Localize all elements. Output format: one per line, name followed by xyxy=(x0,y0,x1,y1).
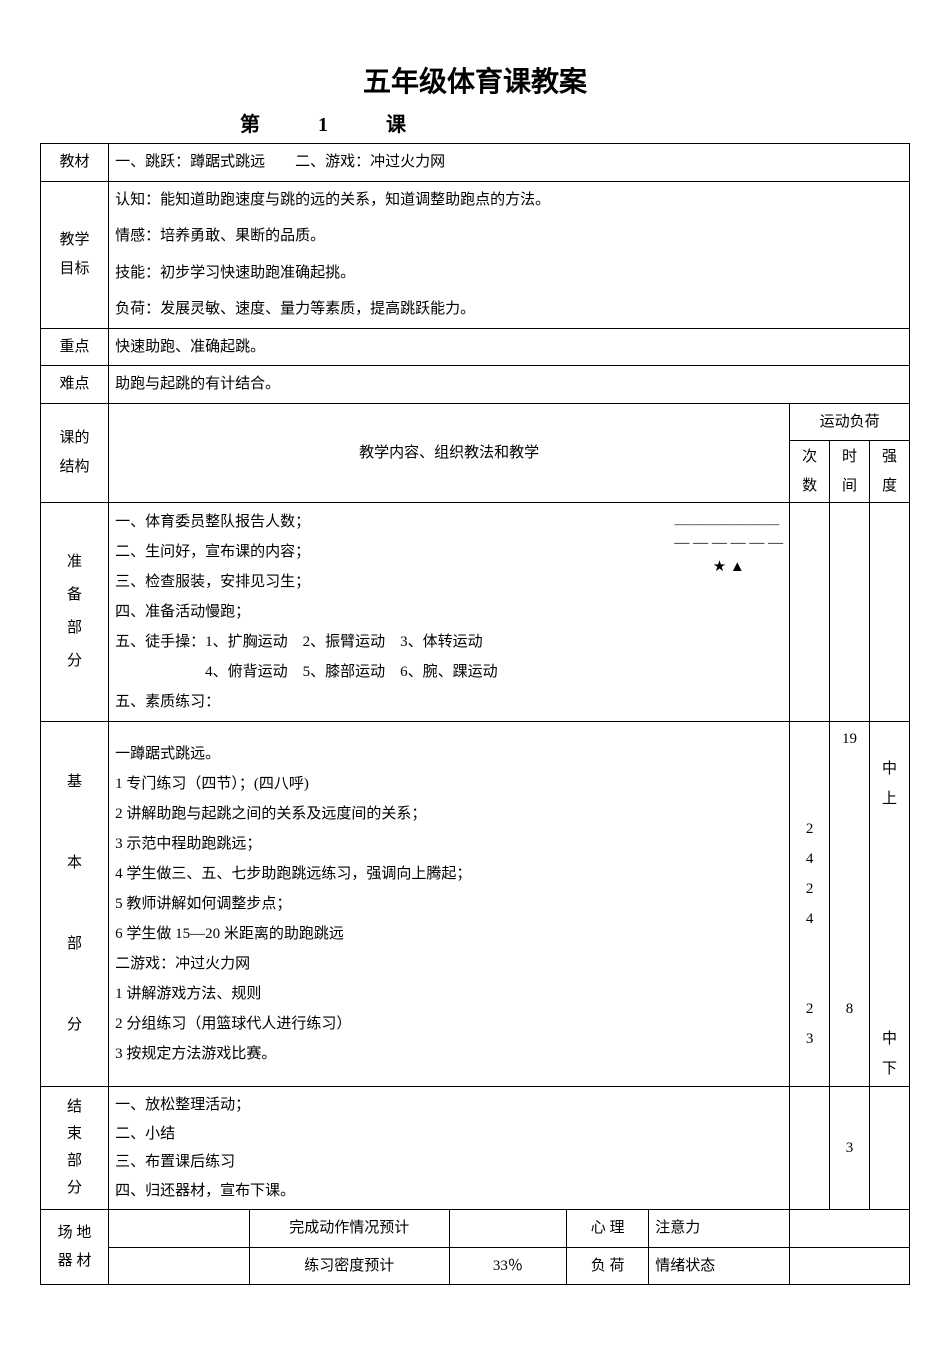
bottom-r2c6 xyxy=(790,1247,910,1285)
subtitle-b: 1 xyxy=(318,114,330,136)
bottom-r1c4: 心 理 xyxy=(567,1210,649,1248)
goal-line4: 负荷：发展灵敏、速度、量力等素质，提高跳跃能力。 xyxy=(109,291,910,328)
main-count: 2 4 2 4 2 3 xyxy=(790,722,830,1087)
difficulty-text: 助跑与起跳的有计结合。 xyxy=(109,366,910,404)
label-structure: 课的 结构 xyxy=(41,403,109,503)
keypoint-text: 快速助跑、准确起跳。 xyxy=(109,328,910,366)
formation-diagram: ＿＿＿＿＿＿＿ — — — — — — ★ ▲ xyxy=(674,507,783,597)
main-content: 一蹲踞式跳远。 1 专门练习（四节）；(四八呼) 2 讲解助跑与起跳之间的关系及… xyxy=(109,722,790,1087)
label-main: 基 本 部 分 xyxy=(41,722,109,1087)
bottom-r1c2: 完成动作情况预计 xyxy=(250,1210,450,1248)
bottom-r1c3 xyxy=(449,1210,566,1248)
material-text: 一、跳跃：蹲踞式跳远 二、游戏：冲过火力网 xyxy=(109,144,910,182)
prep-l5: 五、徒手操：1、扩胸运动 2、振臂运动 3、体转运动 xyxy=(115,627,783,657)
prep-l7: 五、素质练习： xyxy=(115,687,783,717)
diagram-line1: ＿＿＿＿＿＿＿ xyxy=(674,507,783,531)
main-time: 19 8 xyxy=(830,722,870,1087)
bottom-r2c5: 情绪状态 xyxy=(649,1247,790,1285)
lesson-number: 第 1 课 xyxy=(240,108,910,137)
main-l5: 4 学生做三、五、七步助跑跳远练习，强调向上腾起； xyxy=(115,859,783,889)
lesson-plan-table: 教材 一、跳跃：蹲踞式跳远 二、游戏：冲过火力网 教学 目标 认知：能知道助跑速… xyxy=(40,143,910,1285)
label-difficulty: 难点 xyxy=(41,366,109,404)
end-count xyxy=(790,1087,830,1210)
content-header: 教学内容、组织教法和教学 xyxy=(109,403,790,503)
load-time-header: 时 间 xyxy=(830,441,870,503)
bottom-r2c4: 负 荷 xyxy=(567,1247,649,1285)
bottom-r1c1 xyxy=(109,1210,250,1248)
main-l2: 1 专门练习（四节）；(四八呼) xyxy=(115,769,783,799)
bottom-r2c1 xyxy=(109,1247,250,1285)
end-content: 一、放松整理活动； 二、小结 三、布置课后练习 四、归还器材，宣布下课。 xyxy=(109,1087,790,1210)
bottom-r2c2: 练习密度预计 xyxy=(250,1247,450,1285)
load-intensity-header: 强 度 xyxy=(869,441,909,503)
main-l11: 3 按规定方法游戏比赛。 xyxy=(115,1039,783,1069)
main-l1: 一蹲踞式跳远。 xyxy=(115,739,783,769)
load-header: 运动负荷 xyxy=(790,403,910,441)
main-intensity: 中 上 中 下 xyxy=(869,722,909,1087)
label-keypoint: 重点 xyxy=(41,328,109,366)
prep-l6: 4、俯背运动 5、膝部运动 6、腕、踝运动 xyxy=(115,657,783,687)
goal-line3: 技能：初步学习快速助跑准确起挑。 xyxy=(109,255,910,292)
prep-content: 一、体育委员整队报告人数； 二、生问好，宣布课的内容； 三、检查服装，安排见习生… xyxy=(109,503,790,722)
end-l3: 三、布置课后练习 xyxy=(115,1148,783,1177)
label-prep: 准 备 部 分 xyxy=(41,503,109,722)
prep-l3: 三、检查服装，安排见习生； xyxy=(115,567,614,597)
main-l7: 6 学生做 15—20 米距离的助跑跳远 xyxy=(115,919,783,949)
prep-l4: 四、准备活动慢跑； xyxy=(115,597,783,627)
label-end: 结 束 部 分 xyxy=(41,1087,109,1210)
main-l3: 2 讲解助跑与起跳之间的关系及远度间的关系； xyxy=(115,799,783,829)
label-teach-goal: 教学 目标 xyxy=(41,181,109,328)
goal-line2: 情感：培养勇敢、果断的品质。 xyxy=(109,218,910,255)
bottom-r1c6 xyxy=(790,1210,910,1248)
end-l2: 二、小结 xyxy=(115,1120,783,1149)
bottom-r2c3: 33％ xyxy=(449,1247,566,1285)
prep-l2: 二、生问好，宣布课的内容； xyxy=(115,537,614,567)
main-l4: 3 示范中程助跑跳远； xyxy=(115,829,783,859)
diagram-line2: — — — — — — xyxy=(674,531,783,555)
end-l1: 一、放松整理活动； xyxy=(115,1091,783,1120)
diagram-line3: ★ ▲ xyxy=(674,555,783,579)
prep-count xyxy=(790,503,830,722)
label-material: 教材 xyxy=(41,144,109,182)
end-time: 3 xyxy=(830,1087,870,1210)
goal-line1: 认知：能知道助跑速度与跳的远的关系，知道调整助跑点的方法。 xyxy=(109,181,910,218)
main-l10: 2 分组练习（用篮球代人进行练习） xyxy=(115,1009,783,1039)
main-l8: 二游戏：冲过火力网 xyxy=(115,949,783,979)
main-l9: 1 讲解游戏方法、规则 xyxy=(115,979,783,1009)
load-count-header: 次 数 xyxy=(790,441,830,503)
subtitle-a: 第 xyxy=(240,114,262,136)
prep-intensity xyxy=(869,503,909,722)
end-l4: 四、归还器材，宣布下课。 xyxy=(115,1177,783,1206)
bottom-r1c5: 注意力 xyxy=(649,1210,790,1248)
page-title: 五年级体育课教案 xyxy=(40,60,910,100)
label-field-equip: 场 地 器 材 xyxy=(41,1210,109,1285)
end-intensity xyxy=(869,1087,909,1210)
subtitle-c: 课 xyxy=(386,114,408,136)
main-l6: 5 教师讲解如何调整步点； xyxy=(115,889,783,919)
prep-time xyxy=(830,503,870,722)
prep-l1: 一、体育委员整队报告人数； xyxy=(115,507,614,537)
